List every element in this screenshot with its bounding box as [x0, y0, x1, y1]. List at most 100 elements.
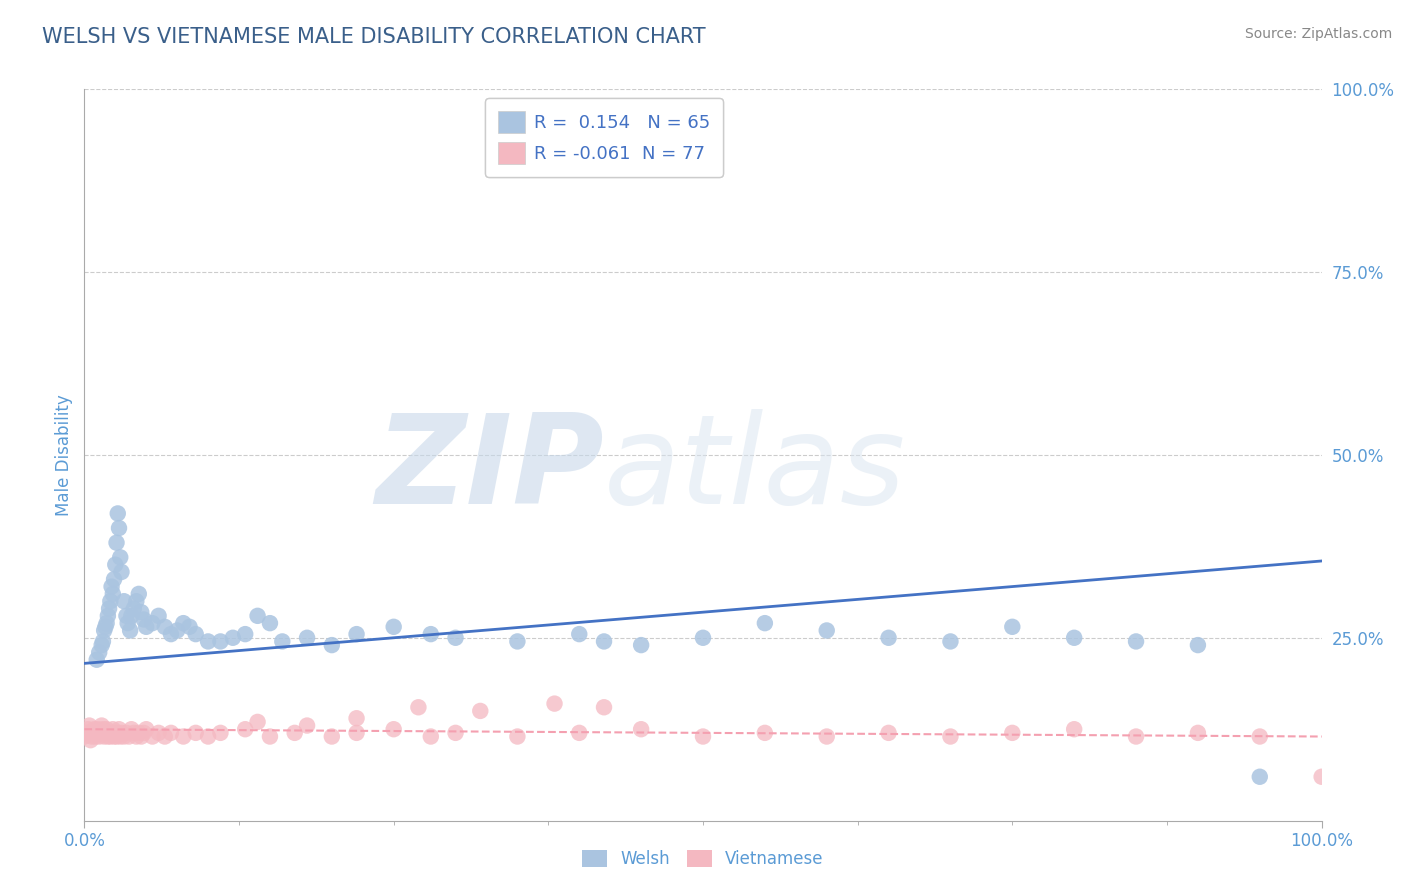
Point	[101, 587, 124, 601]
Point	[153, 730, 176, 744]
Point	[125, 594, 148, 608]
Point	[97, 608, 120, 623]
Point	[382, 620, 405, 634]
Point	[1063, 631, 1085, 645]
Point	[1063, 723, 1085, 737]
Point	[321, 730, 343, 744]
Point	[148, 726, 170, 740]
Point	[89, 645, 111, 659]
Point	[135, 723, 157, 737]
Point	[1125, 730, 1147, 744]
Point	[259, 730, 281, 744]
Point	[90, 638, 112, 652]
Point	[115, 726, 138, 740]
Point	[98, 730, 121, 744]
Point	[939, 730, 962, 744]
Point	[148, 608, 170, 623]
Point	[877, 631, 900, 645]
Point	[128, 726, 150, 740]
Point	[89, 726, 111, 740]
Point	[89, 730, 111, 744]
Point	[93, 624, 115, 638]
Point	[82, 726, 104, 740]
Point	[83, 723, 105, 737]
Point	[1310, 770, 1333, 784]
Point	[108, 723, 131, 737]
Point	[120, 723, 142, 737]
Text: Source: ZipAtlas.com: Source: ZipAtlas.com	[1244, 27, 1392, 41]
Point	[470, 704, 492, 718]
Point	[346, 711, 368, 725]
Point	[94, 726, 117, 740]
Point	[382, 723, 405, 737]
Point	[98, 594, 121, 608]
Point	[108, 521, 131, 535]
Point	[115, 608, 138, 623]
Point	[222, 631, 245, 645]
Point	[593, 700, 616, 714]
Point	[112, 730, 135, 744]
Point	[271, 634, 294, 648]
Point	[77, 723, 100, 737]
Point	[90, 718, 112, 732]
Point	[160, 627, 183, 641]
Point	[408, 700, 430, 714]
Point	[321, 638, 343, 652]
Point	[233, 723, 256, 737]
Point	[233, 627, 256, 641]
Point	[103, 730, 125, 744]
Point	[593, 634, 616, 648]
Point	[754, 726, 776, 740]
Point	[118, 730, 141, 744]
Point	[172, 730, 194, 744]
Point	[815, 730, 838, 744]
Point	[939, 634, 962, 648]
Point	[107, 507, 129, 521]
Point	[112, 594, 135, 608]
Point	[141, 730, 163, 744]
Point	[444, 726, 467, 740]
Point	[110, 726, 132, 740]
Point	[110, 550, 132, 565]
Point	[96, 616, 118, 631]
Point	[94, 620, 117, 634]
Point	[98, 726, 121, 740]
Text: ZIP: ZIP	[375, 409, 605, 530]
Point	[122, 726, 145, 740]
Point	[209, 726, 232, 740]
Point	[76, 726, 98, 740]
Point	[197, 730, 219, 744]
Point	[197, 634, 219, 648]
Point	[172, 616, 194, 631]
Point	[1249, 730, 1271, 744]
Point	[100, 726, 122, 740]
Point	[1125, 634, 1147, 648]
Point	[107, 726, 129, 740]
Point	[84, 730, 107, 744]
Point	[132, 613, 155, 627]
Point	[284, 726, 307, 740]
Point	[1187, 726, 1209, 740]
Point	[135, 620, 157, 634]
Point	[692, 631, 714, 645]
Point	[104, 726, 127, 740]
Point	[120, 624, 142, 638]
Point	[1249, 770, 1271, 784]
Point	[129, 605, 152, 619]
Point	[128, 587, 150, 601]
Legend: Welsh, Vietnamese: Welsh, Vietnamese	[575, 843, 831, 875]
Y-axis label: Male Disability: Male Disability	[55, 394, 73, 516]
Point	[110, 565, 132, 579]
Point	[101, 723, 124, 737]
Point	[79, 718, 101, 732]
Point	[346, 726, 368, 740]
Text: atlas: atlas	[605, 409, 905, 530]
Point	[630, 638, 652, 652]
Point	[91, 634, 114, 648]
Text: WELSH VS VIETNAMESE MALE DISABILITY CORRELATION CHART: WELSH VS VIETNAMESE MALE DISABILITY CORR…	[42, 27, 706, 46]
Point	[93, 730, 115, 744]
Point	[120, 608, 142, 623]
Point	[125, 730, 148, 744]
Point	[141, 616, 163, 631]
Legend: R =  0.154   N = 65, R = -0.061  N = 77: R = 0.154 N = 65, R = -0.061 N = 77	[485, 98, 723, 177]
